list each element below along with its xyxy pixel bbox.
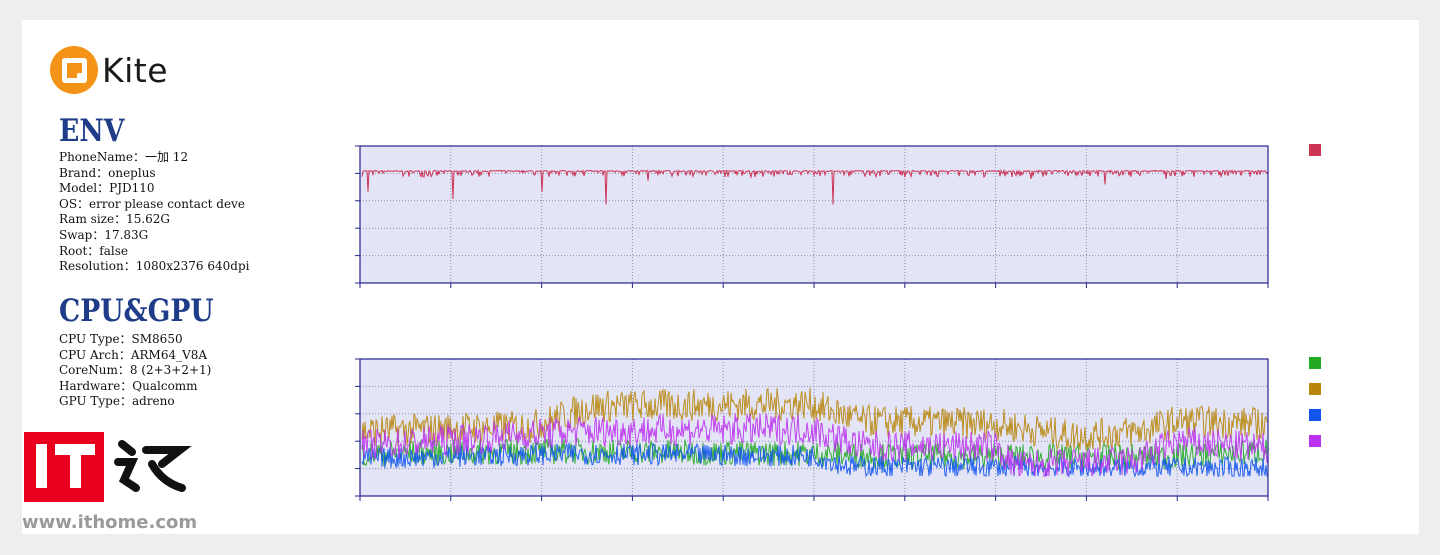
legend-swatch [1309, 144, 1321, 156]
env-info: PhoneName：一加 12 Brand：oneplus Model：PJD110… [59, 150, 271, 275]
legend-swatch [1309, 435, 1321, 447]
info-line: CPU Arch：ARM64_V8A [59, 347, 208, 362]
info-line: Hardware：Qualcomm [59, 378, 198, 393]
info-line: Brand：oneplus [59, 165, 156, 180]
info-line: Model：PJD110 [59, 181, 155, 196]
ithome-watermark: www.ithome.com [22, 430, 212, 540]
plot-frame [359, 358, 1269, 497]
info-line: CoreNum：8 (2+3+2+1) [59, 363, 212, 378]
info-line: PhoneName：一加 12 [59, 150, 189, 164]
info-line: GPU Type：adreno [59, 394, 175, 409]
series-line-cpu7 [361, 413, 1269, 477]
series-line-cpu56 [361, 442, 1268, 478]
info-line: Resolution：1080x2376 640dpi [59, 259, 250, 274]
info-line: Root：false [59, 243, 129, 258]
cpu-clock-chart [355, 357, 1321, 501]
cpugpu-heading: CPU&GPU [59, 293, 214, 329]
info-line: CPU Type：SM8650 [59, 332, 183, 346]
info-line: Swap：17.83G [59, 227, 149, 242]
kite-logo-icon [50, 46, 98, 94]
fps-chart [355, 144, 1321, 288]
legend-swatch [1309, 357, 1321, 369]
legend-swatch [1309, 409, 1321, 421]
plot-frame [359, 145, 1269, 284]
legend-swatch [1309, 383, 1321, 395]
series-line-cpu01 [361, 437, 1269, 471]
env-heading: ENV [59, 113, 125, 149]
watermark-url: www.ithome.com [22, 512, 198, 533]
plot-area [360, 146, 1268, 283]
ithome-logo-icon [24, 432, 192, 502]
brand-name: Kite [102, 50, 169, 90]
series-line-fps [361, 168, 1269, 205]
kite-brand: Kite [50, 46, 168, 94]
info-line: Ram size：15.62G [59, 212, 171, 227]
cpugpu-info: CPU Type：SM8650 CPU Arch：ARM64_V8A CoreNum… [59, 332, 271, 410]
info-line: OS：error please contact deve [59, 196, 245, 211]
series-line-cpu24 [361, 387, 1269, 451]
